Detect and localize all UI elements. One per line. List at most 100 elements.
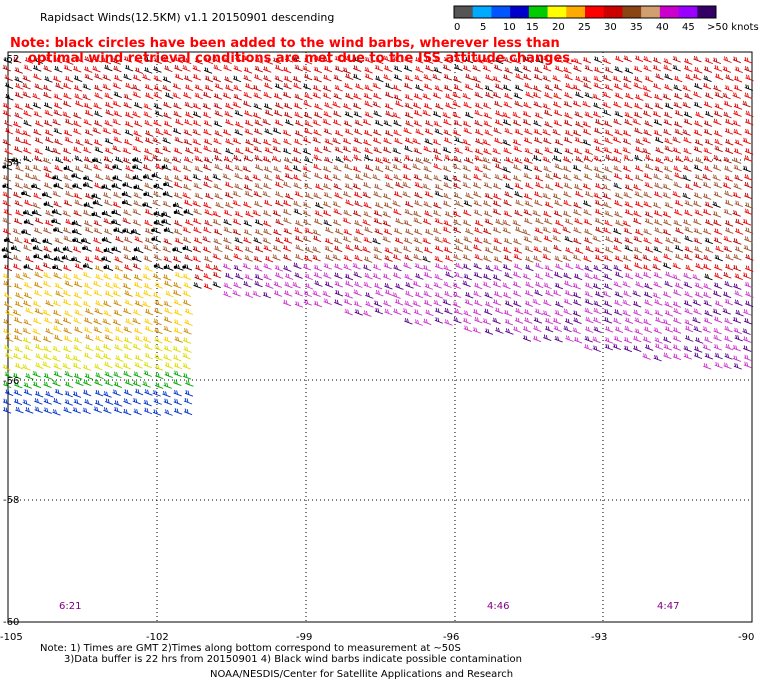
wind-barb: [53, 201, 62, 208]
wind-barb: [614, 255, 623, 262]
wind-barb: [563, 191, 572, 198]
wind-barb: [34, 390, 44, 398]
wind-barb: [483, 182, 492, 189]
wind-barb: [403, 219, 412, 227]
wind-barb: [592, 283, 602, 290]
wind-barb: [693, 55, 702, 63]
wind-barb: [633, 235, 642, 243]
wind-barb: [622, 129, 632, 137]
wind-barb: [523, 236, 533, 243]
wind-barb: [302, 165, 311, 173]
wind-barb: [144, 352, 154, 360]
wind-barb: [563, 119, 573, 127]
wind-barb: [382, 273, 392, 281]
wind-barb: [134, 67, 144, 74]
wind-barb: [672, 136, 681, 144]
wind-barb: [614, 66, 623, 73]
wind-barb: [603, 120, 613, 128]
wind-barb: [212, 173, 221, 181]
wind-barb: [494, 307, 504, 314]
wind-barb: [395, 217, 404, 225]
wind-barb: [673, 101, 682, 109]
wind-barb: [172, 83, 182, 90]
wind-barb: [384, 308, 393, 316]
note-line-2: optimal wind retrieval conditions are me…: [28, 51, 575, 66]
plot-frame: [7, 51, 753, 623]
wind-barb: [544, 84, 553, 91]
wind-barb: [644, 309, 653, 316]
wind-barb: [344, 280, 354, 288]
wind-barb: [164, 371, 173, 379]
wind-barb: [254, 164, 264, 171]
wind-barb: [573, 58, 582, 65]
contamination-dot: [161, 165, 165, 169]
wind-barb: [314, 146, 323, 154]
wind-barb: [173, 370, 182, 377]
legend-label-0: 0: [454, 22, 460, 33]
wind-barb: [443, 73, 452, 81]
wind-barb: [134, 388, 144, 396]
wind-barb: [305, 192, 314, 200]
wind-barb: [193, 147, 203, 154]
wind-barb: [405, 290, 414, 298]
wind-barb: [94, 389, 104, 397]
wind-barb: [364, 226, 373, 234]
wind-barb: [23, 281, 33, 289]
wind-barb: [593, 317, 602, 324]
wind-barb: [362, 182, 372, 189]
wind-barb: [284, 56, 294, 63]
wind-barb: [713, 327, 722, 335]
wind-barb: [533, 235, 542, 243]
wind-barb: [523, 193, 533, 200]
wind-barb: [3, 381, 12, 389]
wind-barb: [452, 301, 461, 308]
contamination-dot: [111, 247, 115, 251]
wind-barb: [694, 291, 704, 298]
wind-barb: [374, 165, 384, 173]
wind-barb: [732, 210, 741, 217]
contamination-dot: [53, 184, 57, 188]
wind-barb: [664, 201, 673, 209]
wind-barb: [145, 130, 154, 137]
wind-barb: [743, 336, 752, 343]
wind-barb: [494, 83, 504, 90]
wind-barb: [63, 129, 73, 137]
wind-barb: [524, 82, 533, 90]
wind-barb: [254, 128, 263, 135]
wind-barb: [292, 156, 302, 164]
wind-barb: [533, 120, 542, 127]
wind-barb: [614, 326, 624, 333]
wind-barb: [592, 345, 601, 353]
wind-barb: [533, 325, 542, 332]
wind-barb: [142, 381, 151, 388]
wind-barb: [73, 85, 83, 92]
contamination-dot: [142, 203, 146, 207]
wind-barb: [253, 237, 262, 244]
wind-barb: [714, 254, 723, 262]
wind-barb: [554, 65, 564, 72]
wind-barb: [282, 147, 292, 155]
wind-barb: [433, 299, 442, 307]
wind-barb: [182, 65, 191, 72]
wind-barb: [22, 130, 31, 137]
wind-barb: [522, 335, 532, 342]
wind-barb: [412, 280, 422, 288]
wind-barb: [574, 137, 583, 144]
wind-barb: [244, 175, 253, 182]
wind-barb: [23, 292, 33, 299]
wind-barb: [32, 381, 42, 389]
wind-barb: [232, 228, 241, 236]
wind-barb: [294, 138, 303, 146]
wind-barb: [643, 91, 652, 99]
wind-barb: [693, 352, 703, 360]
wind-barb: [14, 103, 23, 110]
wind-barb: [75, 55, 84, 63]
wind-barb: [674, 121, 683, 128]
wind-barb: [94, 182, 103, 190]
wind-barb: [4, 301, 13, 308]
wind-barb: [104, 137, 114, 145]
wind-barb: [264, 109, 274, 117]
wind-barb: [105, 175, 114, 182]
wind-barb: [53, 102, 63, 109]
wind-barb: [322, 85, 332, 92]
